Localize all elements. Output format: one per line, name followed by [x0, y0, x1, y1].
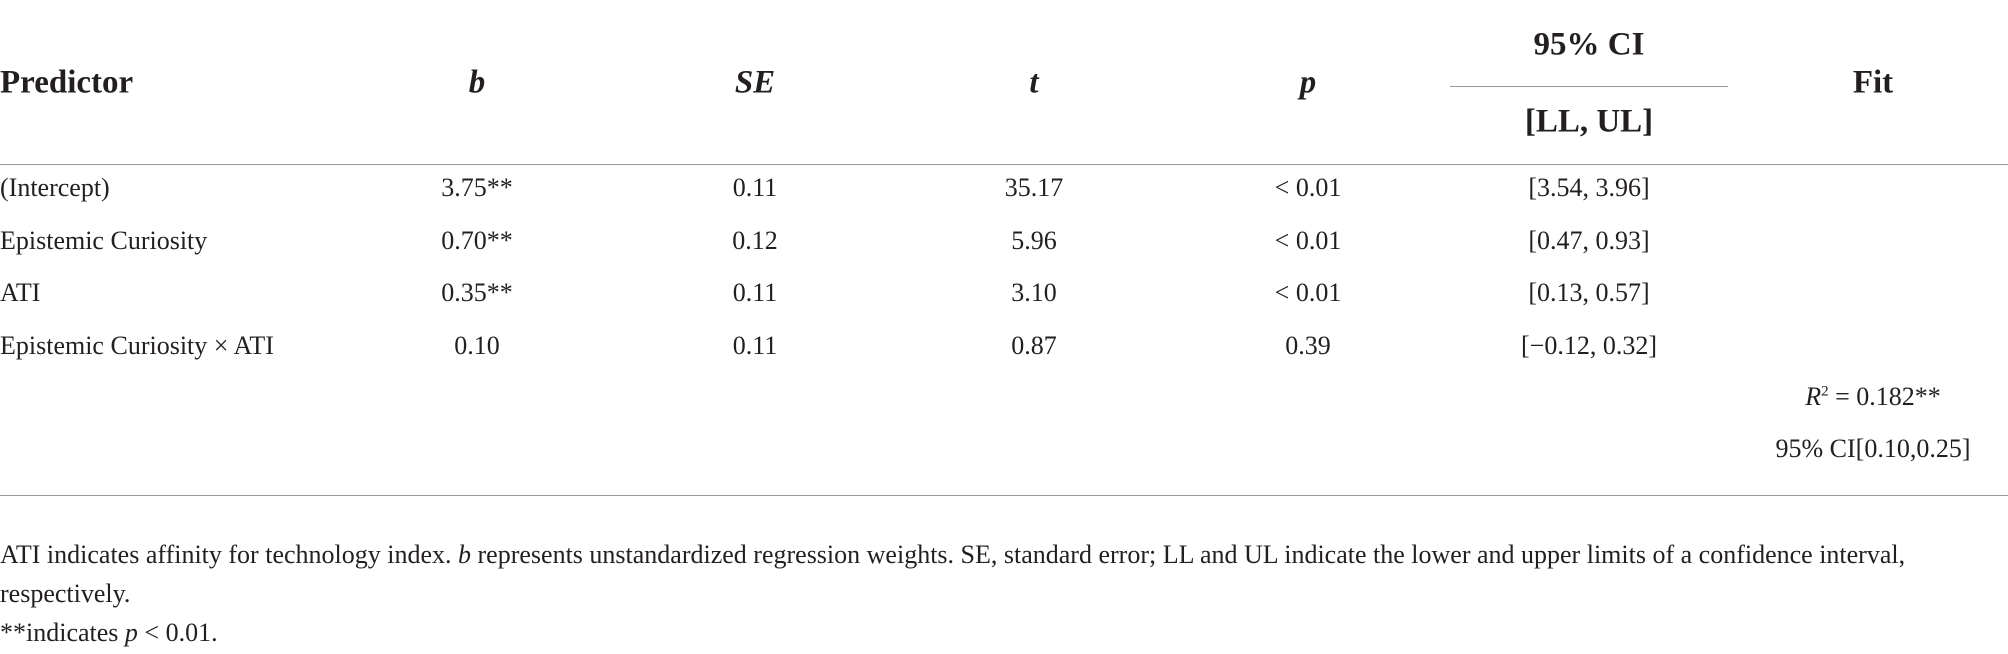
table-cell: 0.10: [454, 331, 500, 360]
row-label: ATI: [0, 278, 41, 307]
table-cell: < 0.01: [1274, 226, 1342, 255]
table-cell: 0.70**: [441, 226, 513, 255]
table-cell: [0.47, 0.93]: [1528, 226, 1650, 255]
table-cell: 5.96: [1011, 226, 1057, 255]
table-cell: [3.54, 3.96]: [1528, 173, 1650, 202]
row-label: Epistemic Curiosity: [0, 226, 208, 255]
header-cell: Predictor: [0, 64, 134, 101]
note-part: < 0.01.: [137, 618, 218, 647]
table-cell: 0.11: [732, 173, 778, 202]
note-part: represents unstandardized regression wei…: [0, 540, 1906, 608]
fit-part: R: [1805, 382, 1822, 411]
note-line: **indicates p < 0.01.: [0, 613, 1990, 652]
note-part: **indicates: [0, 618, 125, 647]
row-label: (Intercept): [0, 173, 110, 202]
table-cell: 0.87: [1011, 331, 1057, 360]
table-cell: 0.39: [1285, 331, 1331, 360]
table-cell: 3.10: [1011, 278, 1057, 307]
row-label: Epistemic Curiosity × ATI: [0, 331, 274, 360]
bottom-rule: [0, 495, 2008, 496]
table-cell: 0.11: [732, 331, 778, 360]
header-cell: SE: [734, 64, 776, 101]
table-notes: ATI indicates affinity for technology in…: [0, 535, 1990, 652]
ci-rule: [1450, 86, 1728, 87]
header-cell: b: [468, 64, 486, 101]
fit-r2: R2 = 0.182**: [1805, 384, 1941, 410]
note-part: ATI indicates affinity for technology in…: [0, 540, 459, 569]
fit-part: = 0.182**: [1828, 382, 1941, 411]
header-cell: [LL, UL]: [1524, 103, 1654, 140]
header-cell: t: [1029, 64, 1039, 101]
fit-part: 2: [1821, 383, 1829, 400]
table-cell: 0.12: [732, 226, 778, 255]
note-part: b: [458, 540, 472, 569]
table-cell: [−0.12, 0.32]: [1521, 331, 1657, 360]
fit-ci: 95% CI[0.10,0.25]: [1775, 434, 1971, 463]
note-part: p: [124, 618, 138, 647]
table-cell: 0.35**: [441, 278, 513, 307]
header-cell: 95% CI: [1533, 26, 1645, 63]
table-cell: < 0.01: [1274, 173, 1342, 202]
table-cell: [0.13, 0.57]: [1528, 278, 1650, 307]
table-cell: 3.75**: [441, 173, 513, 202]
table-cell: 0.11: [732, 278, 778, 307]
header-rule: [0, 164, 2008, 165]
table-cell: 35.17: [1004, 173, 1064, 202]
header-cell: Fit: [1852, 64, 1894, 101]
header-cell: p: [1299, 64, 1317, 101]
note-line: ATI indicates affinity for technology in…: [0, 535, 1990, 613]
table-cell: < 0.01: [1274, 278, 1342, 307]
